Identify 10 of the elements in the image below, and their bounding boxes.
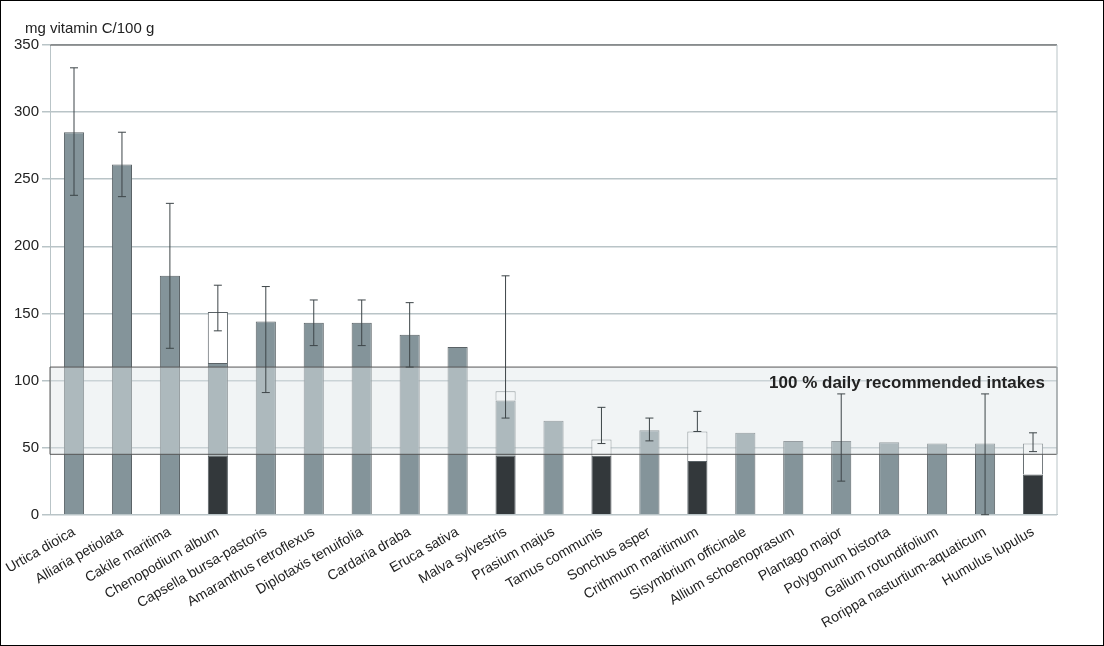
y-tick-label: 50 (22, 437, 40, 455)
y-tick-label: 200 (14, 236, 40, 254)
y-tick-label: 150 (14, 303, 40, 321)
y-tick-label: 0 (30, 504, 40, 522)
y-tick-label: 100 (14, 370, 40, 388)
y-axis-title: mg vitamin C/100 g (25, 18, 155, 36)
y-tick-label: 250 (14, 169, 40, 187)
y-tick-label: 300 (14, 102, 40, 120)
y-tick-label: 350 (14, 35, 40, 53)
band-label: 100 % daily recommended intakes (769, 373, 1045, 393)
